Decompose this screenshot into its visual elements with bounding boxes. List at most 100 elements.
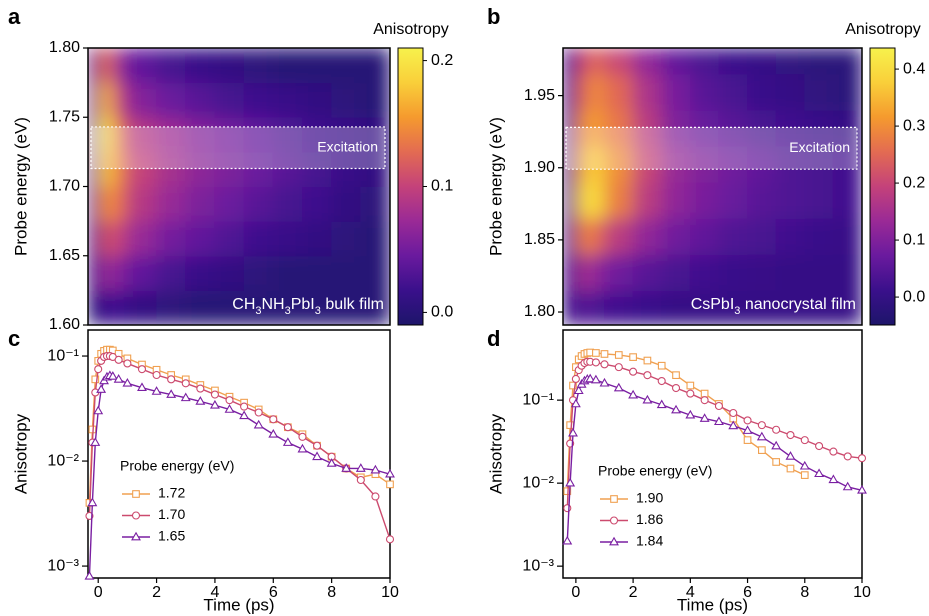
marker [857, 454, 867, 463]
heatmap-cell [603, 48, 634, 75]
heatmap-cell [563, 289, 577, 325]
heatmap-cell [97, 186, 114, 222]
legend-marker [609, 536, 619, 546]
heatmap-cell [661, 48, 691, 75]
heatmap-cell [575, 73, 591, 111]
heatmap-cell [575, 217, 591, 255]
heatmap-cell [156, 186, 187, 222]
heatmap-cell [661, 253, 691, 291]
heatmap-cell [331, 116, 362, 153]
marker [570, 398, 581, 408]
marker [686, 389, 695, 398]
heatmap-cell [156, 116, 187, 153]
marker [799, 460, 810, 470]
heatmap-cell [112, 220, 128, 257]
heatmap-cell [185, 220, 216, 257]
heatmap-cell [97, 289, 114, 325]
heatmap-cell [589, 253, 605, 291]
excitation-band [90, 126, 386, 170]
heatmap-cell [589, 145, 605, 183]
heatmap-cell [331, 82, 362, 118]
sample-label-part: 3 [255, 305, 261, 317]
heatmap-cell [832, 289, 862, 325]
marker [565, 477, 576, 487]
heatmap-cell [589, 217, 605, 255]
heatmap-cell [126, 48, 158, 84]
heatmap-cell [272, 255, 303, 291]
heatmap-cell [156, 48, 187, 84]
marker [657, 376, 666, 386]
y-axis-label: Probe energy (eV) [11, 117, 30, 256]
plot-frame [562, 47, 863, 326]
heatmap-cell [589, 289, 605, 325]
marker [743, 416, 752, 425]
marker [151, 386, 162, 395]
heatmap-cell [243, 116, 274, 153]
heatmap-cell [632, 253, 663, 291]
heatmap-cell [689, 181, 720, 219]
heatmap [88, 48, 390, 325]
heatmap-cell [603, 217, 634, 255]
marker [729, 408, 738, 418]
heatmap-cell [156, 151, 187, 187]
marker [123, 359, 132, 368]
marker [341, 463, 352, 472]
marker [657, 361, 666, 370]
marker [713, 416, 724, 426]
heatmap-cell [589, 48, 605, 75]
heatmap-cell [214, 220, 245, 257]
y-tick-label: 10⁻³ [522, 557, 554, 574]
y-tick-label: 1.80 [524, 303, 555, 320]
marker [614, 363, 623, 372]
panel-label: b [487, 4, 500, 29]
y-tick-label: 1.60 [49, 316, 80, 333]
sample-label-part: bulk film [321, 296, 384, 313]
heatmap-cell [775, 109, 806, 147]
heatmap-cell [301, 186, 333, 222]
heatmap-cell [88, 289, 99, 325]
marker [828, 474, 839, 484]
legend-marker [132, 490, 140, 498]
heatmap-cell [718, 289, 749, 325]
heatmap-cell [331, 151, 362, 187]
heatmap-cell [360, 289, 390, 325]
marker [114, 355, 123, 364]
heatmap-cells [563, 48, 862, 325]
heatmap-cell [185, 255, 216, 291]
x-axis-label: Time (ps) [677, 595, 748, 614]
heatmap-cell [575, 181, 591, 219]
heatmap-cell [272, 220, 303, 257]
heatmap-cell [88, 220, 99, 257]
heatmap-cell [156, 255, 187, 291]
marker [355, 463, 366, 472]
x-tick-label: 2 [152, 584, 161, 601]
marker [686, 381, 695, 390]
heatmap-cell [775, 73, 806, 111]
heatmap-cell [689, 145, 720, 183]
y-tick-label: 1.65 [49, 247, 80, 264]
sample-label-part: NH [262, 296, 285, 313]
heatmap-cell [156, 220, 187, 257]
excitation-label: Excitation [789, 139, 850, 155]
x-tick-label: 4 [210, 584, 219, 601]
marker [800, 471, 809, 479]
marker [742, 425, 753, 434]
marker [297, 443, 308, 453]
heatmap-cell [243, 151, 274, 187]
heatmap-cell [214, 151, 245, 187]
heatmap-cell [661, 145, 691, 183]
heatmap-cell [804, 181, 834, 219]
legend-label: 1.84 [636, 533, 663, 549]
y-axis-label: Anisotropy [11, 413, 30, 494]
heatmap-cell [689, 109, 720, 147]
heatmap-cell [718, 48, 749, 75]
heatmap-cell [747, 253, 777, 291]
heatmap-cell [775, 181, 806, 219]
y-tick-label: 1.95 [524, 87, 555, 104]
y-tick-label: 1.85 [524, 231, 555, 248]
marker [643, 356, 652, 365]
x-tick-label: 10 [853, 584, 871, 601]
colorbar [869, 47, 896, 326]
heatmap-cell [97, 255, 114, 291]
